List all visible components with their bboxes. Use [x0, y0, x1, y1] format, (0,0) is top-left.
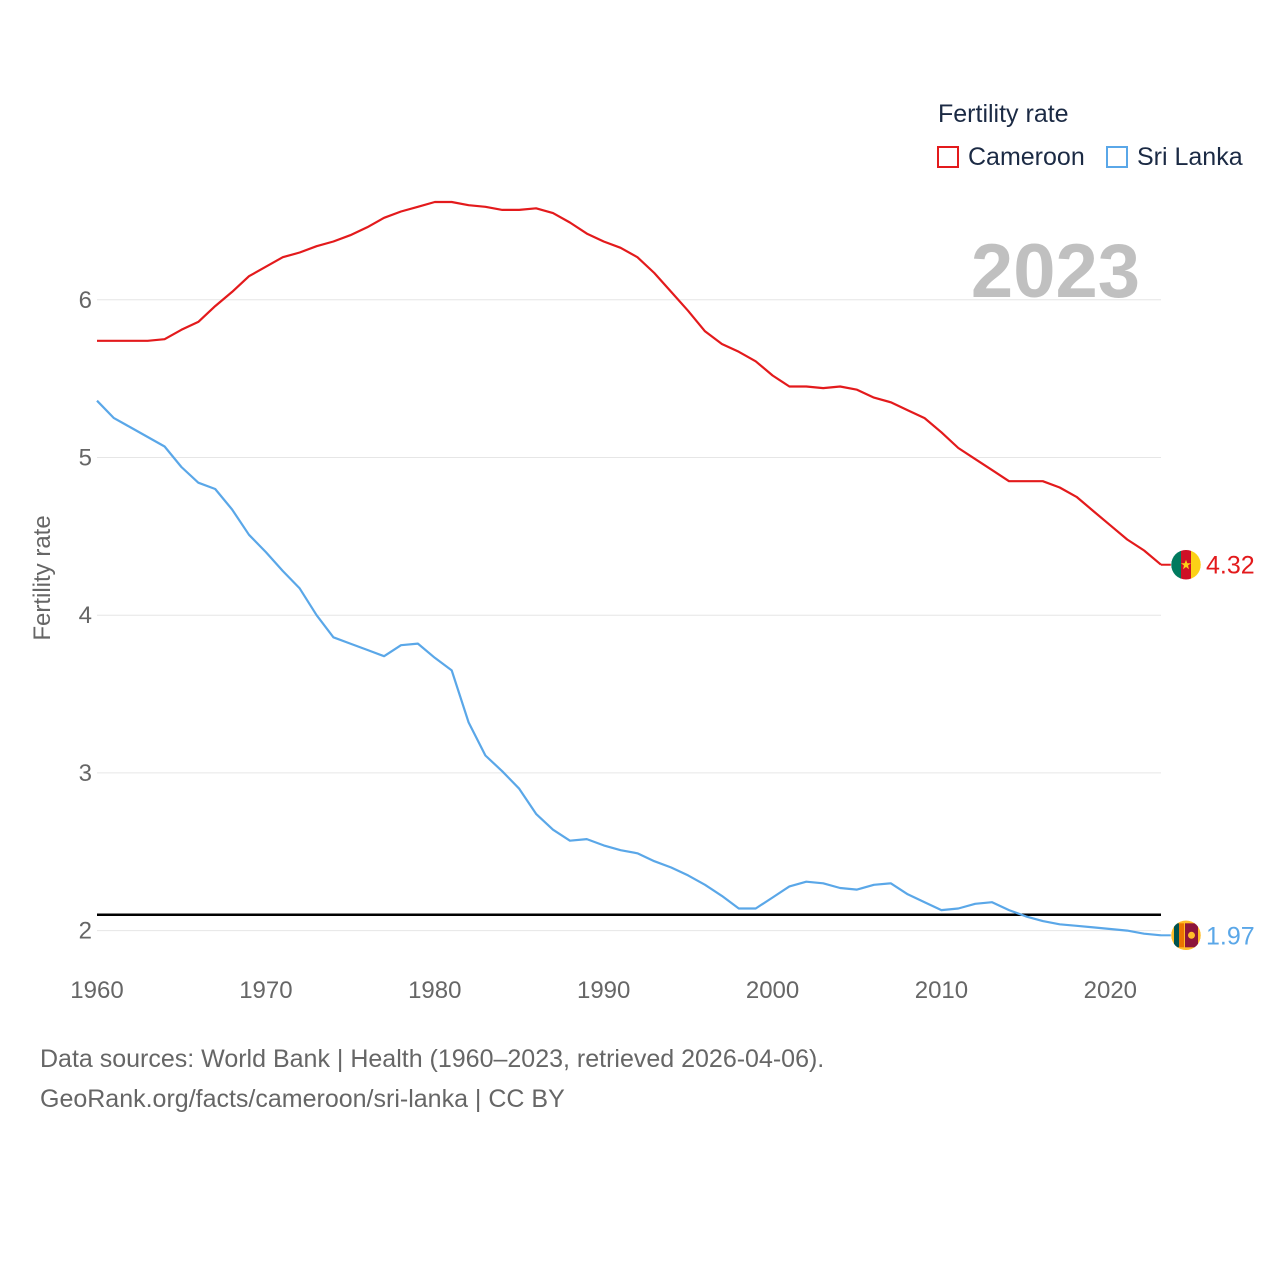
y-tick-2: 2 [79, 918, 92, 945]
y-tick-6: 6 [79, 287, 92, 314]
flag-icon-sri-lanka [1170, 920, 1202, 951]
legend-label-cameroon: Cameroon [968, 142, 1085, 171]
x-tick-2020: 2020 [1084, 977, 1137, 1004]
source-line-2[interactable]: GeoRank.org/facts/cameroon/sri-lanka | C… [40, 1085, 565, 1113]
x-tick-1960: 1960 [70, 977, 123, 1004]
x-tick-1990: 1990 [577, 977, 630, 1004]
legend-swatch-cameroon [937, 146, 959, 168]
x-tick-2000: 2000 [746, 977, 799, 1004]
source-line-1: Data sources: World Bank | Health (1960–… [40, 1045, 825, 1073]
legend-item-cameroon[interactable]: Cameroon [937, 142, 1085, 172]
year-label: 2023 [970, 229, 1140, 314]
legend-swatch-sri-lanka [1106, 146, 1128, 168]
y-tick-5: 5 [79, 445, 92, 472]
y-tick-3: 3 [79, 760, 92, 787]
y-tick-4: 4 [79, 602, 92, 629]
legend-label-sri-lanka: Sri Lanka [1137, 142, 1243, 171]
flag-icon-cameroon [1170, 549, 1202, 580]
y-axis-label: Fertility rate [29, 515, 56, 640]
x-tick-1970: 1970 [239, 977, 292, 1004]
x-tick-2010: 2010 [915, 977, 968, 1004]
end-label-cameroon: 4.32 [1206, 552, 1255, 580]
series-line-sri-lanka [96, 399, 1162, 937]
legend-item-sri-lanka[interactable]: Sri Lanka [1106, 142, 1243, 172]
x-tick-1980: 1980 [408, 977, 461, 1004]
legend-title: Fertility rate [938, 100, 1069, 128]
series-line-cameroon [97, 200, 1162, 566]
end-label-sri-lanka: 1.97 [1206, 922, 1255, 950]
